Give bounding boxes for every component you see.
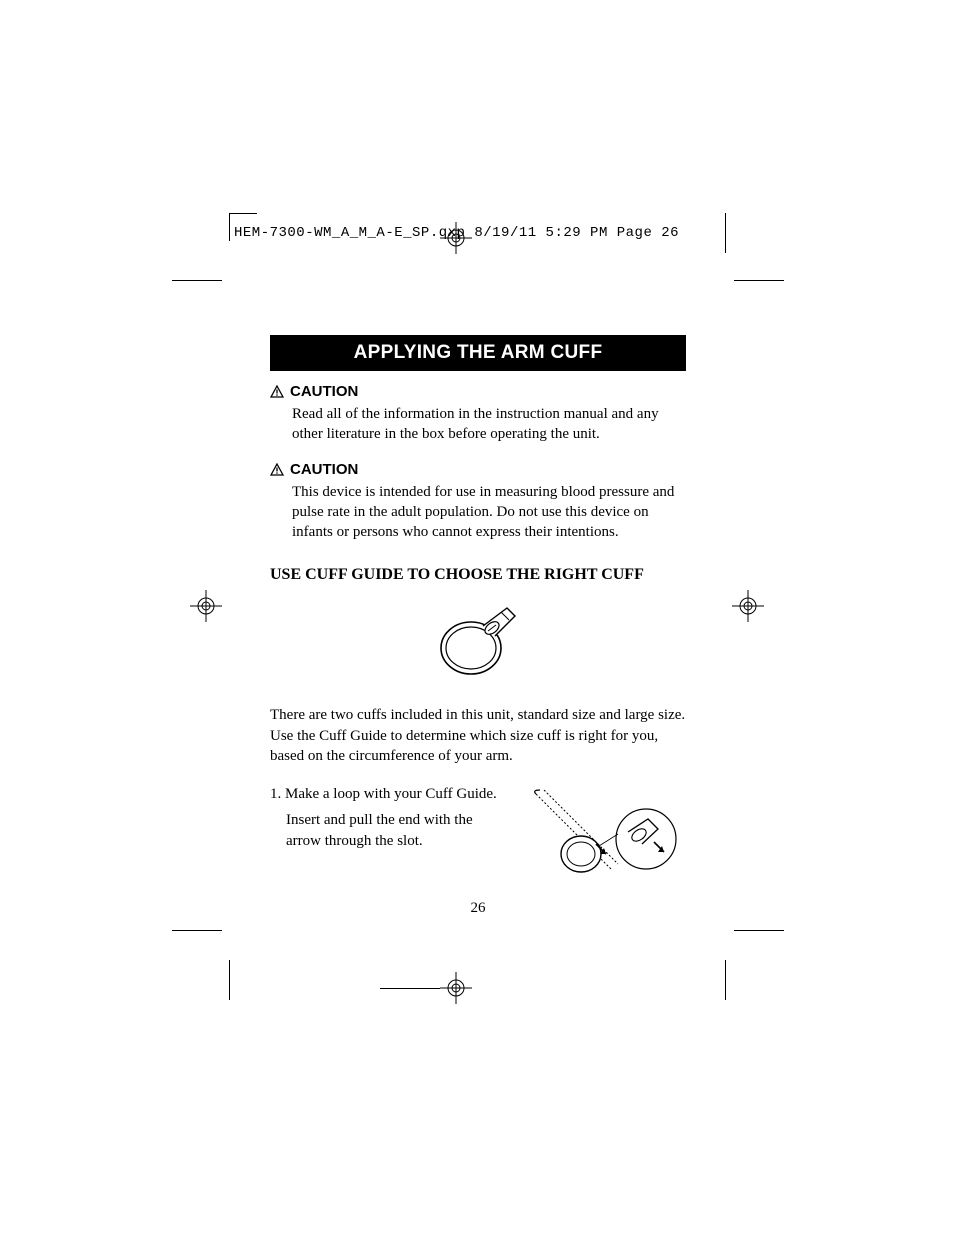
caution-body: Read all of the information in the instr…: [292, 404, 686, 445]
crop-mark: [229, 213, 257, 214]
caution-heading: CAUTION: [270, 461, 686, 478]
step-sub: Insert and pull the end with the arrow t…: [286, 810, 510, 851]
cuff-guide-icon: [433, 598, 523, 682]
crop-mark: [725, 960, 726, 1000]
cuff-loop-diagram-icon: [526, 784, 686, 894]
step-figure: [526, 784, 686, 899]
warning-icon: [270, 463, 284, 476]
step-lead: 1. Make a loop with your Cuff Guide.: [270, 784, 510, 804]
crop-mark: [734, 930, 784, 931]
caution-heading: CAUTION: [270, 383, 686, 400]
warning-icon: [270, 385, 284, 398]
registration-mark-icon: [732, 590, 764, 622]
cuff-figure: [270, 598, 686, 687]
crop-mark: [734, 280, 784, 281]
step-1: 1. Make a loop with your Cuff Guide. Ins…: [270, 784, 686, 899]
registration-mark-icon: [190, 590, 222, 622]
registration-mark-icon: [440, 972, 472, 1004]
crop-mark: [725, 213, 726, 253]
intro-paragraph: There are two cuffs included in this uni…: [270, 705, 686, 766]
registration-mark-icon: [440, 222, 472, 254]
crop-mark: [229, 960, 230, 1000]
crop-mark: [380, 988, 440, 989]
caution-body: This device is intended for use in measu…: [292, 482, 686, 543]
caution-label: CAUTION: [290, 461, 358, 478]
crop-mark: [172, 930, 222, 931]
page-content: APPLYING THE ARM CUFF CAUTION Read all o…: [270, 335, 686, 899]
crop-mark: [229, 213, 230, 241]
section-title: APPLYING THE ARM CUFF: [270, 335, 686, 371]
subsection-heading: USE CUFF GUIDE TO CHOOSE THE RIGHT CUFF: [270, 566, 686, 584]
caution-label: CAUTION: [290, 383, 358, 400]
crop-mark: [172, 280, 222, 281]
page-number: 26: [270, 900, 686, 917]
